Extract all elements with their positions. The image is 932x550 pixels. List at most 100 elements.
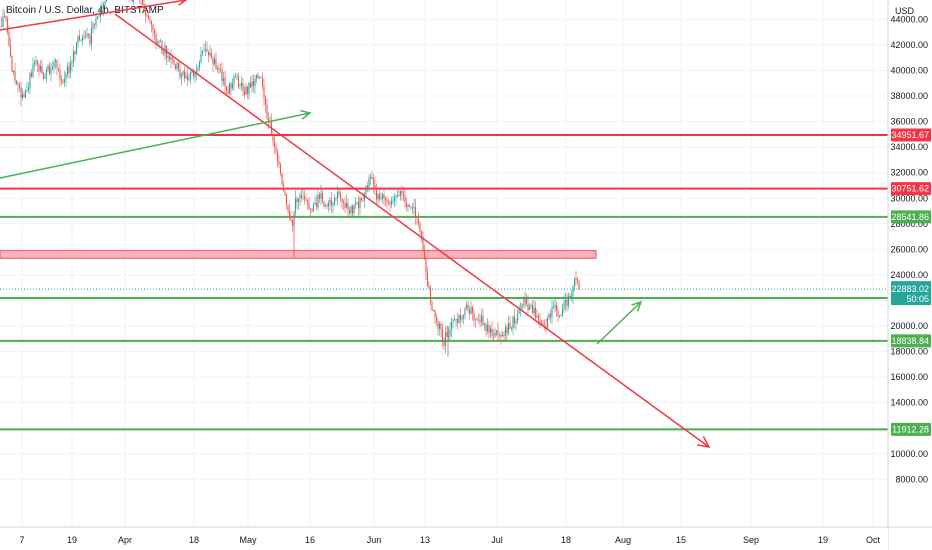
- candle: [387, 199, 390, 206]
- candle: [459, 308, 462, 328]
- candle-body: [255, 74, 258, 79]
- candle: [176, 62, 178, 72]
- candle: [453, 314, 456, 321]
- candle-body: [350, 206, 352, 214]
- candle: [290, 210, 292, 223]
- candle-body: [384, 197, 387, 201]
- candle-body: [539, 319, 541, 324]
- price-tick: 24000.00: [890, 270, 928, 280]
- candle-body: [29, 72, 31, 88]
- candle: [39, 60, 42, 73]
- candle: [381, 192, 384, 204]
- candle-body: [419, 224, 421, 232]
- candle-body: [452, 320, 454, 323]
- candle: [44, 73, 46, 80]
- candle-body: [458, 314, 460, 323]
- candle-body: [380, 198, 382, 200]
- candle-body: [195, 69, 198, 73]
- candle: [0, 17, 3, 27]
- candle: [549, 309, 552, 323]
- candle-body: [530, 305, 532, 307]
- candle: [434, 309, 436, 324]
- candle: [533, 299, 535, 317]
- candle-body: [374, 184, 376, 188]
- candle: [357, 195, 360, 216]
- candle-body: [74, 51, 76, 55]
- candle: [372, 174, 375, 193]
- candle-body: [500, 335, 502, 337]
- candle: [192, 68, 195, 80]
- candle-body: [75, 42, 78, 55]
- candle-body: [371, 176, 373, 179]
- candle: [261, 72, 264, 91]
- candle-body: [186, 75, 189, 80]
- price-tick: 16000.00: [890, 372, 928, 382]
- candle: [167, 48, 169, 63]
- candle: [309, 207, 312, 217]
- candle-body: [453, 319, 456, 321]
- candle-body: [320, 193, 322, 199]
- candle-body: [518, 309, 520, 314]
- candle: [299, 192, 301, 206]
- candle: [284, 189, 286, 196]
- candle-body: [417, 218, 420, 225]
- candle: [237, 72, 240, 90]
- candle-body: [213, 58, 216, 65]
- candle: [254, 75, 256, 94]
- candle-body: [492, 336, 495, 337]
- candle-body: [390, 200, 393, 205]
- candle: [56, 59, 58, 76]
- candle-body: [264, 97, 267, 105]
- candle-body: [278, 161, 280, 165]
- candle: [480, 308, 483, 327]
- candle-body: [197, 67, 199, 70]
- candle-body: [245, 86, 247, 95]
- candle-body: [194, 72, 196, 77]
- candle: [66, 61, 69, 78]
- candle-body: [482, 315, 484, 326]
- candle-body: [398, 195, 400, 197]
- candle: [471, 305, 474, 321]
- candle: [246, 85, 249, 99]
- candle: [152, 23, 154, 37]
- candle-body: [522, 304, 525, 306]
- candle: [185, 71, 187, 79]
- candle-body: [225, 86, 228, 91]
- candle-body: [15, 80, 18, 85]
- candle-body: [147, 15, 150, 20]
- candle-body: [315, 202, 318, 208]
- candle: [429, 285, 432, 307]
- candle: [500, 330, 502, 345]
- candle: [170, 49, 172, 68]
- price-tag-text: 18838.84: [891, 336, 929, 346]
- candle-body: [308, 203, 310, 210]
- candle: [464, 307, 466, 320]
- candle-body: [456, 318, 459, 323]
- candle-body: [420, 231, 423, 237]
- price-tag-bg: [891, 210, 931, 224]
- candle-body: [158, 40, 160, 43]
- candle: [513, 308, 516, 329]
- candle-body: [564, 299, 567, 303]
- candle: [315, 194, 318, 211]
- candle-body: [558, 315, 561, 317]
- candle-body: [338, 191, 340, 194]
- candle-body: [486, 325, 489, 332]
- candle: [318, 192, 321, 204]
- candle-body: [66, 66, 69, 75]
- candle-body: [527, 303, 529, 311]
- candle: [479, 313, 481, 328]
- candle: [29, 72, 31, 95]
- price-tag-text: 34951.67: [891, 130, 929, 140]
- projection-arrow: [596, 300, 643, 345]
- candle-body: [276, 151, 279, 162]
- price-tick: 26000.00: [890, 244, 928, 254]
- candle-body: [146, 14, 148, 16]
- candle: [560, 314, 562, 317]
- candle: [93, 23, 96, 30]
- candle: [557, 305, 559, 322]
- candle: [90, 21, 93, 51]
- candle-body: [555, 305, 558, 311]
- candle: [350, 204, 352, 218]
